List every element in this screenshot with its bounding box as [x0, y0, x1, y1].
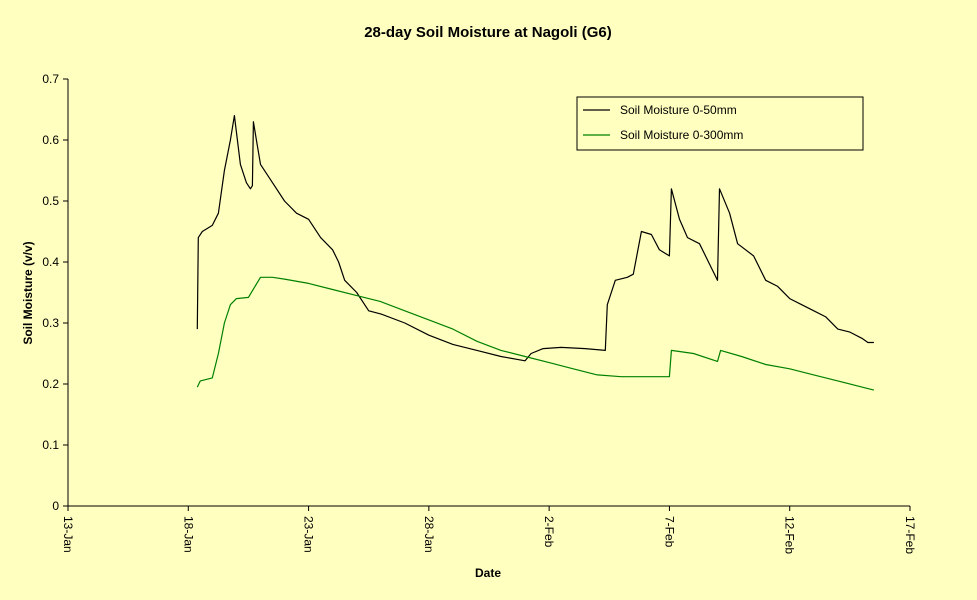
series-lines: [196, 115, 875, 391]
series-line-0-300mm: [196, 276, 875, 391]
y-axis-title: Soil Moisture (v/v): [21, 241, 35, 344]
x-axis-title: Date: [475, 566, 501, 580]
y-tick-label: 0.6: [42, 133, 59, 147]
series-line-0-50mm: [196, 115, 874, 362]
legend-label-0-300mm: Soil Moisture 0-300mm: [620, 128, 743, 142]
legend: Soil Moisture 0-50mm Soil Moisture 0-300…: [576, 96, 864, 151]
x-tick-label: 28-Jan: [422, 516, 436, 553]
y-tick-label: 0.5: [42, 194, 59, 208]
x-tick-label: 13-Jan: [61, 516, 75, 553]
y-tick-label: 0: [52, 499, 59, 513]
x-tick-label: 7-Feb: [662, 516, 676, 548]
y-tick-label: 0.4: [42, 255, 59, 269]
x-tick-label: 2-Feb: [542, 516, 556, 548]
legend-box: [576, 96, 864, 151]
y-tick-label: 0.3: [42, 316, 59, 330]
y-tick-label: 0.7: [42, 72, 59, 86]
chart-title: 28-day Soil Moisture at Nagoli (G6): [364, 24, 612, 41]
legend-label-0-50mm: Soil Moisture 0-50mm: [620, 103, 737, 117]
y-tick-label: 0.1: [42, 438, 59, 452]
x-tick-label: 18-Jan: [181, 516, 195, 553]
x-tick-label: 17-Feb: [903, 516, 917, 554]
x-tick-label: 12-Feb: [783, 516, 797, 554]
x-tick-label: 23-Jan: [302, 516, 316, 553]
y-tick-label: 0.2: [42, 377, 59, 391]
